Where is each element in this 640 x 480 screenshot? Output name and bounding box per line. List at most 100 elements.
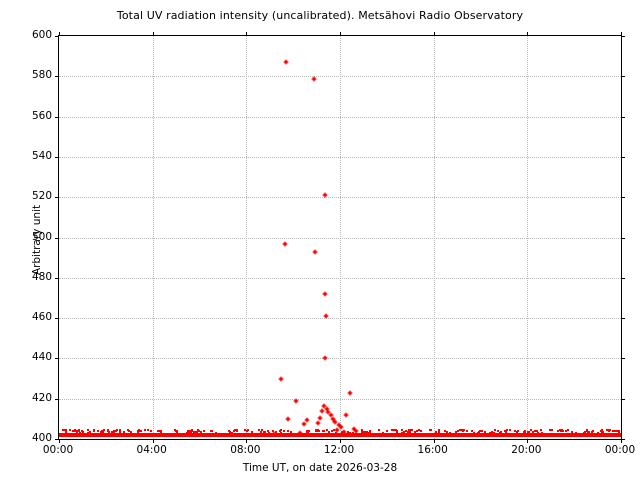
baseline-speckle [500, 431, 502, 433]
baseline-speckle [267, 430, 269, 432]
data-point [348, 391, 351, 394]
x-axis-tick [621, 439, 622, 443]
baseline-speckle [466, 430, 468, 432]
y-axis-tick [55, 278, 59, 279]
baseline-speckle [565, 430, 567, 432]
baseline-speckle [328, 431, 330, 433]
baseline-speckle [364, 431, 366, 433]
baseline-speckle [571, 431, 573, 433]
baseline-speckle [287, 430, 289, 432]
data-point [344, 413, 347, 416]
data-point [323, 357, 326, 360]
baseline-speckle [198, 430, 200, 432]
y-axis-tick-label: 460 [32, 311, 52, 323]
x-axis-tick-label: 16:00 [418, 444, 448, 456]
y-axis-tick [55, 358, 59, 359]
gridline-vertical [527, 36, 529, 439]
baseline-speckle [215, 432, 217, 434]
baseline-speckle [473, 432, 475, 434]
baseline-speckle [509, 429, 511, 431]
baseline-speckle [211, 430, 213, 432]
x-axis-title: Time UT, on date 2026-03-28 [0, 462, 640, 474]
data-point [294, 399, 297, 402]
baseline-speckle [378, 429, 380, 431]
y-axis-tick [55, 36, 59, 37]
baseline-speckle [74, 430, 76, 432]
baseline-speckle [562, 430, 564, 432]
baseline-speckle [331, 430, 333, 432]
baseline-speckle [478, 431, 480, 433]
baseline-speckle [123, 431, 125, 433]
y-axis-tick [621, 318, 625, 319]
baseline-speckle [524, 430, 526, 432]
data-point [336, 428, 339, 431]
y-axis-tick [55, 238, 59, 239]
y-axis-tick [621, 117, 625, 118]
x-axis-tick [340, 32, 341, 36]
baseline-speckle [444, 430, 446, 432]
baseline-speckle [583, 432, 585, 434]
x-axis-tick [153, 439, 154, 443]
baseline-speckle [597, 432, 599, 434]
baseline-speckle [560, 430, 562, 432]
baseline-speckle [382, 432, 384, 434]
y-axis-tick [55, 399, 59, 400]
gridline-vertical [153, 36, 155, 439]
baseline-speckle [175, 430, 177, 432]
baseline-speckle [609, 429, 611, 431]
baseline-speckle [115, 430, 117, 432]
y-axis-tick-label: 400 [32, 432, 52, 444]
data-point [324, 315, 327, 318]
baseline-speckle [457, 430, 459, 432]
data-point [340, 425, 343, 428]
baseline-speckle [497, 430, 499, 432]
data-point [284, 61, 287, 64]
baseline-speckle [76, 431, 78, 433]
y-axis-tick [621, 36, 625, 37]
baseline-speckle [108, 431, 110, 433]
baseline-speckle [231, 432, 233, 434]
baseline-speckle [81, 430, 83, 432]
data-point [313, 250, 316, 253]
baseline-data-band [59, 433, 621, 437]
data-point [299, 431, 302, 434]
baseline-speckle [283, 430, 285, 432]
chart-title: Total UV radiation intensity (uncalibrat… [0, 9, 640, 22]
baseline-speckle [505, 431, 507, 433]
y-axis-tick [621, 399, 625, 400]
baseline-speckle [251, 431, 253, 433]
baseline-speckle [484, 431, 486, 433]
y-axis-tick-label: 500 [32, 231, 52, 243]
baseline-speckle [600, 430, 602, 432]
baseline-speckle [279, 430, 281, 432]
baseline-speckle [150, 430, 152, 432]
baseline-speckle [236, 430, 238, 432]
baseline-speckle [268, 432, 270, 434]
baseline-speckle [537, 432, 539, 434]
baseline-speckle [65, 429, 67, 431]
plot-inner [59, 36, 621, 439]
x-axis-tick [59, 439, 60, 443]
baseline-speckle [193, 431, 195, 433]
baseline-speckle [491, 431, 493, 433]
data-point [321, 409, 324, 412]
baseline-speckle [203, 430, 205, 432]
baseline-speckle [401, 432, 403, 434]
baseline-speckle [347, 431, 349, 433]
baseline-speckle [449, 432, 451, 434]
y-axis-tick-label: 420 [32, 392, 52, 404]
baseline-speckle [78, 430, 80, 432]
baseline-speckle [438, 431, 440, 433]
data-point [273, 432, 276, 435]
y-axis-tick [621, 197, 625, 198]
x-axis-tick [59, 32, 60, 36]
baseline-speckle [575, 432, 577, 434]
data-point [287, 417, 290, 420]
x-axis-tick [434, 32, 435, 36]
x-axis-tick-label: 00:00 [43, 444, 73, 456]
y-axis-tick [55, 318, 59, 319]
y-axis-tick [55, 197, 59, 198]
baseline-speckle [429, 429, 431, 431]
baseline-speckle [101, 430, 103, 432]
data-point [312, 78, 315, 81]
